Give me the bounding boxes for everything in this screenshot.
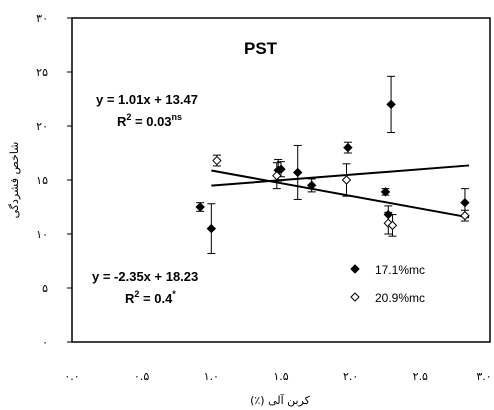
error-bars xyxy=(196,75,469,254)
x-tick-label: ۰.۵ xyxy=(134,370,149,383)
y-axis-label: شاخص فشردگی xyxy=(8,142,21,219)
x-tick-label: ۱.۵ xyxy=(273,370,288,383)
legend-label-17-1: 17.1%mc xyxy=(375,263,425,277)
point-17-1mc xyxy=(195,202,205,212)
r2-1-prefix: R xyxy=(117,114,127,129)
r2-1-value: = 0.03 xyxy=(131,114,171,129)
point-17-1mc xyxy=(293,167,303,178)
point-20-9mc xyxy=(212,155,222,166)
point-17-1mc xyxy=(383,209,393,220)
x-tick-label: ۱.۰ xyxy=(204,370,219,383)
point-17-1mc xyxy=(460,197,470,208)
r2-1-significance: ns xyxy=(172,112,183,122)
point-20-9mc xyxy=(387,220,398,231)
y-tick-label: ۰ xyxy=(42,336,48,349)
y-tick-label: ۳۰ xyxy=(36,12,48,25)
trendline-1 xyxy=(211,164,470,187)
point-17-1mc xyxy=(206,223,217,234)
point-17-1mc xyxy=(343,142,353,153)
trendlines xyxy=(211,164,470,219)
x-axis-ticks: ۰.۰ ۰.۵ ۱.۰ ۱.۵ ۲.۰ ۲.۵ ۳.۰ xyxy=(64,370,491,383)
point-17-1mc xyxy=(386,99,396,110)
y-tick-label: ۲۵ xyxy=(36,66,48,79)
point-20-9mc xyxy=(460,210,470,221)
r2-1-exponent: 2 xyxy=(126,112,131,122)
data-points xyxy=(195,99,470,234)
x-tick-label: ۳.۰ xyxy=(476,370,491,383)
y-tick-label: ۲۰ xyxy=(36,120,48,133)
point-20-9mc xyxy=(272,170,282,181)
chart-title: PST xyxy=(244,39,278,58)
trendline-1-r2: R2 = 0.03ns xyxy=(117,112,182,129)
point-17-1mc xyxy=(380,187,391,197)
trendline-2-equation: y = -2.35x + 18.23 xyxy=(92,269,198,284)
point-17-1mc xyxy=(276,164,286,174)
legend: 17.1%mc 20.9%mc xyxy=(350,263,425,305)
legend-label-20-9: 20.9%mc xyxy=(375,291,425,305)
legend-filled-diamond-icon xyxy=(350,264,360,274)
point-17-1mc xyxy=(306,180,317,191)
point-20-9mc xyxy=(341,175,352,185)
y-tick-label: ۱۰ xyxy=(36,228,48,241)
legend-open-diamond-icon xyxy=(350,292,360,302)
x-tick-label: ۲.۵ xyxy=(413,370,428,383)
r2-2-value: = 0.4 xyxy=(139,291,173,306)
y-axis-ticks: ۰ ۵ ۱۰ ۱۵ ۲۰ ۲۵ ۳۰ xyxy=(36,12,72,349)
x-tick-label: ۲.۰ xyxy=(343,370,358,383)
x-tick-label: ۰.۰ xyxy=(64,370,79,383)
point-20-9mc xyxy=(383,218,393,228)
y-tick-label: ۵ xyxy=(42,282,48,295)
y-tick-label: ۱۵ xyxy=(36,174,48,187)
trendline-2 xyxy=(211,169,470,219)
x-axis-label: کربن آلی (٪) xyxy=(250,393,311,407)
r2-2-exponent: 2 xyxy=(134,289,139,299)
r2-2-significance: * xyxy=(172,289,176,299)
r2-2-prefix: R xyxy=(125,291,135,306)
trendline-1-equation: y = 1.01x + 13.47 xyxy=(96,92,198,107)
trendline-2-r2: R2 = 0.4* xyxy=(125,289,176,306)
